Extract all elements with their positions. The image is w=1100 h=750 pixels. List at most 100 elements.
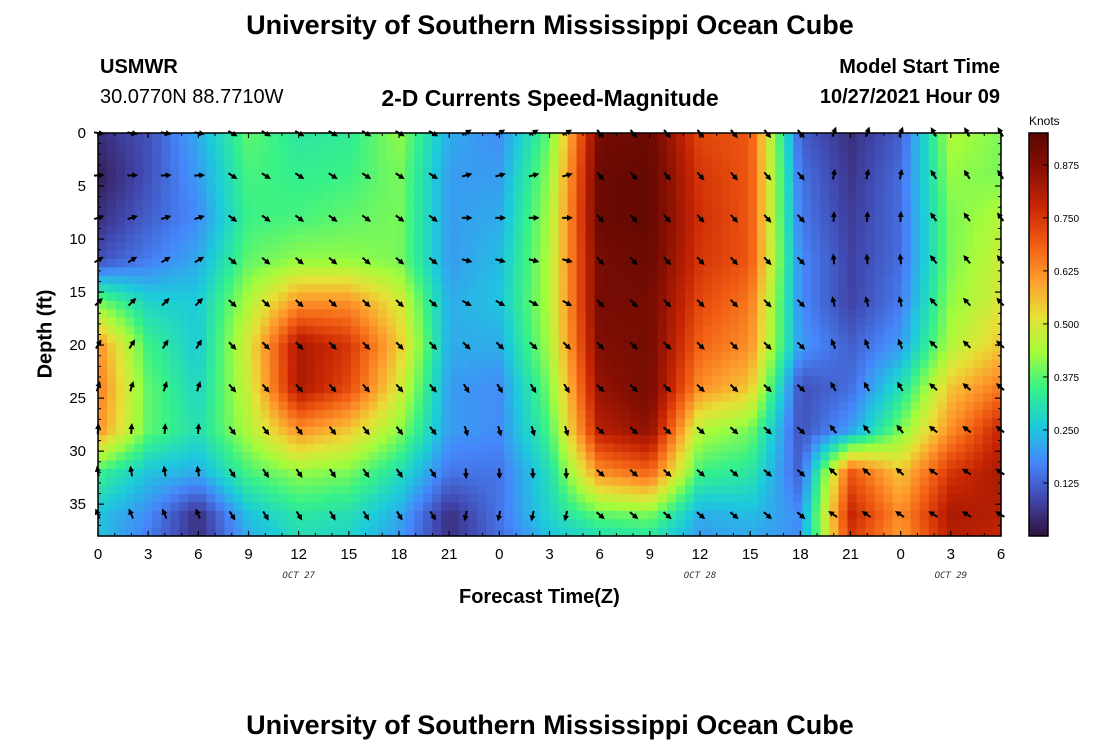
heatmap-cell — [576, 183, 587, 193]
heatmap-cell — [134, 468, 144, 478]
heatmap-cell — [513, 443, 524, 453]
current-vector-arrow — [963, 169, 971, 180]
heatmap-cell — [630, 368, 641, 378]
heatmap-cell — [513, 166, 524, 176]
heatmap-cell — [350, 158, 361, 168]
heatmap-cell — [802, 359, 812, 369]
heatmap-cell — [955, 410, 966, 420]
heatmap-cell — [432, 519, 442, 529]
heatmap-cell — [405, 527, 415, 537]
heatmap-cell — [775, 200, 785, 210]
heatmap-cell — [946, 309, 957, 319]
heatmap-cell — [522, 477, 533, 487]
heatmap-cell — [721, 418, 731, 428]
heatmap-cell — [477, 426, 487, 436]
heatmap-cell — [260, 376, 271, 386]
heatmap-cell — [531, 284, 542, 294]
heatmap-cell — [125, 267, 135, 277]
heatmap-cell — [350, 401, 361, 411]
heatmap-cell — [441, 292, 451, 302]
heatmap-cell — [675, 133, 686, 142]
heatmap-cell — [639, 435, 650, 445]
current-vector-arrow — [128, 339, 136, 350]
heatmap-cell — [531, 460, 542, 470]
heatmap-cell — [603, 200, 614, 210]
heatmap-cell — [928, 384, 939, 394]
heatmap-cell — [423, 410, 433, 420]
heatmap-cell — [612, 494, 623, 504]
heatmap-cell — [107, 376, 117, 386]
current-vector-arrow — [428, 299, 438, 308]
heatmap-cell — [973, 225, 984, 235]
heatmap-cell — [215, 460, 226, 470]
heatmap-cell — [179, 267, 189, 277]
heatmap-cell — [630, 317, 641, 327]
heatmap-cell — [423, 133, 433, 142]
heatmap-cell — [585, 250, 596, 260]
current-vector-arrow — [663, 341, 672, 350]
heatmap-cell — [883, 183, 894, 193]
heatmap-cell — [648, 527, 659, 537]
heatmap-cell — [748, 233, 758, 243]
heatmap-cell — [368, 460, 379, 470]
heatmap-cell — [450, 225, 460, 235]
heatmap-cell — [991, 141, 1002, 151]
heatmap-cell — [323, 158, 334, 168]
heatmap-cell — [143, 435, 153, 445]
heatmap-cell — [486, 342, 496, 352]
heatmap-cell — [386, 519, 397, 529]
heatmap-cell — [739, 351, 749, 361]
heatmap-cell — [712, 200, 722, 210]
heatmap-cell — [305, 216, 316, 226]
heatmap-cell — [405, 502, 415, 512]
heatmap-cell — [143, 309, 153, 319]
heatmap-cell — [603, 191, 614, 201]
heatmap-cell — [287, 309, 298, 319]
heatmap-cell — [350, 368, 361, 378]
heatmap-cell — [531, 452, 542, 462]
heatmap-cell — [414, 225, 424, 235]
heatmap-cell — [874, 510, 885, 520]
heatmap-cell — [856, 133, 867, 142]
heatmap-cell — [883, 510, 894, 520]
heatmap-cell — [495, 376, 505, 386]
heatmap-cell — [504, 233, 514, 243]
heatmap-cell — [432, 443, 442, 453]
heatmap-cell — [973, 200, 984, 210]
heatmap-cell — [901, 149, 912, 159]
heatmap-cell — [278, 158, 289, 168]
heatmap-cell — [179, 242, 189, 252]
heatmap-cell — [206, 183, 216, 193]
heatmap-cell — [549, 477, 560, 487]
heatmap-cell — [910, 166, 921, 176]
heatmap-cell — [368, 351, 379, 361]
heatmap-cell — [964, 149, 975, 159]
heatmap-cell — [946, 317, 957, 327]
heatmap-cell — [540, 275, 551, 285]
heatmap-cell — [468, 342, 478, 352]
heatmap-cell — [513, 368, 524, 378]
heatmap-cell — [143, 468, 153, 478]
heatmap-cell — [269, 317, 280, 327]
heatmap-cell — [585, 376, 596, 386]
heatmap-cell — [468, 418, 478, 428]
heatmap-cell — [350, 527, 361, 537]
heatmap-cell — [739, 485, 749, 495]
heatmap-cell — [811, 342, 821, 352]
heatmap-cell — [386, 174, 397, 184]
heatmap-cell — [314, 309, 325, 319]
heatmap-cell — [459, 208, 469, 218]
heatmap-cell — [757, 300, 767, 310]
heatmap-cell — [811, 174, 821, 184]
heatmap-cell — [919, 401, 930, 411]
heatmap-cell — [621, 191, 632, 201]
heatmap-cell — [143, 317, 153, 327]
heatmap-cell — [612, 334, 623, 344]
heatmap-cell — [639, 359, 650, 369]
heatmap-cell — [594, 317, 605, 327]
heatmap-cell — [414, 258, 424, 268]
heatmap-cell — [233, 250, 244, 260]
heatmap-cell — [377, 384, 388, 394]
heatmap-cell — [946, 208, 957, 218]
heatmap-cell — [594, 242, 605, 252]
